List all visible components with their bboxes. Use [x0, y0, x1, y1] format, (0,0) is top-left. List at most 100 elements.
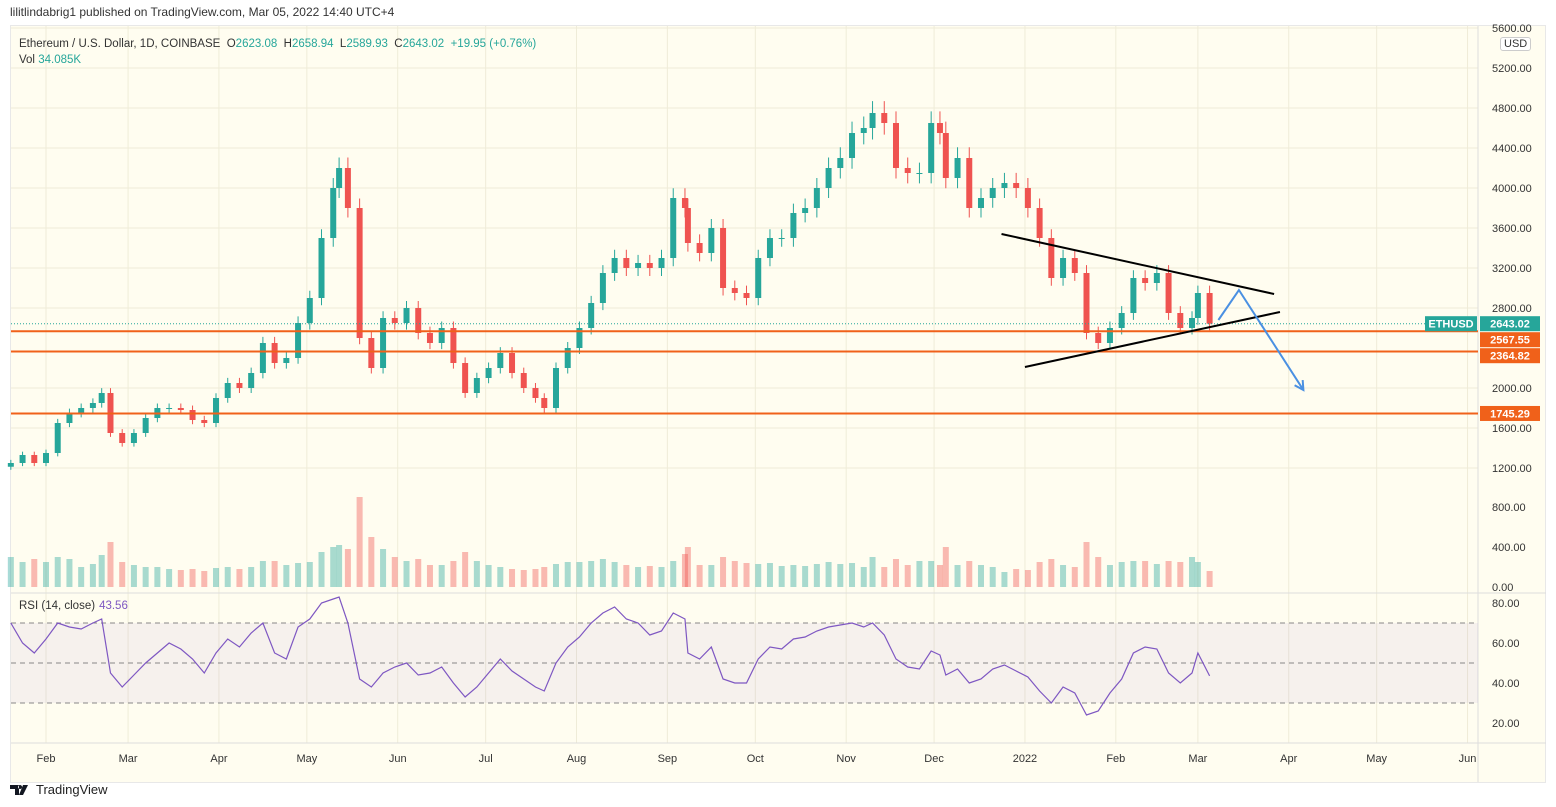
candle-body: [1083, 273, 1090, 333]
change-value: +19.95 (+0.76%): [450, 38, 537, 50]
level-price-label: 2567.55: [1490, 335, 1530, 347]
high-value: 2658.94: [291, 38, 334, 50]
candle-body: [1001, 183, 1008, 188]
x-tick-label: Sep: [658, 753, 678, 765]
candle-body: [403, 308, 410, 323]
volume-bar: [635, 567, 642, 587]
candle-body: [928, 123, 935, 173]
price-tick-label: 4400.00: [1492, 143, 1532, 155]
candle-body: [283, 358, 290, 363]
price-tick-label: 1600.00: [1492, 423, 1532, 435]
level-price-tag: [1480, 348, 1540, 364]
volume-bar: [224, 567, 231, 587]
candle-body: [942, 133, 949, 178]
candle-body: [462, 363, 469, 393]
volume-tick-label: 800.00: [1492, 502, 1526, 514]
candle-body: [89, 403, 96, 408]
candle-body: [98, 393, 105, 403]
volume-bar: [271, 561, 278, 587]
candle-body: [330, 188, 337, 238]
volume-bar: [344, 549, 351, 587]
volume-bar: [119, 562, 126, 587]
volume-bar: [485, 565, 492, 587]
x-tick-label: Jul: [479, 753, 493, 765]
candle-body: [318, 238, 325, 298]
candle-body: [166, 408, 173, 409]
volume-bar: [473, 561, 480, 587]
candle-body: [391, 318, 398, 323]
candle-body: [201, 420, 208, 423]
candle-body: [473, 378, 480, 393]
x-tick-label: Feb: [1106, 753, 1125, 765]
volume-bar: [19, 562, 26, 587]
volume-bar: [497, 567, 504, 587]
candle-body: [588, 303, 595, 328]
volume-bar: [766, 563, 773, 587]
trendline: [1024, 311, 1281, 368]
candle-body: [189, 410, 196, 420]
volume-bar: [1013, 569, 1020, 587]
volume-bar: [552, 564, 559, 587]
low-value: 2589.93: [346, 38, 388, 50]
currency-button[interactable]: USD: [1500, 37, 1532, 51]
volume-tick-label: 400.00: [1492, 542, 1526, 554]
level-price-label: 1745.29: [1490, 408, 1530, 420]
candle-body: [576, 328, 583, 348]
candle-body: [212, 398, 219, 423]
volume-bar: [78, 567, 85, 587]
candle-body: [43, 453, 49, 463]
x-tick-label: Feb: [37, 753, 56, 765]
candle-body: [1013, 183, 1020, 188]
candle-body: [1106, 328, 1113, 343]
volume-bar: [248, 567, 255, 587]
volume-bar: [1206, 571, 1213, 587]
candle-body: [766, 238, 773, 258]
candle-body: [31, 455, 38, 463]
volume-bar: [658, 567, 665, 587]
volume-bar: [755, 564, 762, 587]
volume-bar: [1142, 561, 1149, 587]
volume-bar: [462, 552, 469, 587]
volume-bar: [1036, 562, 1043, 587]
candle-body: [1071, 258, 1078, 273]
candle-body: [860, 128, 867, 133]
volume-bar: [356, 497, 363, 587]
tradingview-logo[interactable]: TradingView: [10, 782, 108, 797]
candle-body: [541, 398, 548, 408]
candle-body: [552, 368, 559, 408]
candle-body: [509, 353, 516, 373]
volume-bar: [1153, 564, 1160, 587]
candle-body: [813, 188, 820, 208]
volume-bar: [623, 565, 630, 587]
chart-frame[interactable]: [10, 25, 1546, 783]
volume-bar: [1095, 557, 1102, 587]
volume-bar: [599, 559, 606, 587]
volume-bar: [942, 547, 949, 587]
volume-bar: [646, 566, 653, 587]
volume-bar: [403, 561, 410, 587]
volume-bar: [107, 542, 114, 587]
candle-body: [904, 168, 911, 173]
candle-body: [936, 123, 943, 133]
x-tick-label: May: [1366, 753, 1387, 765]
volume-bar: [201, 571, 208, 587]
x-tick-label: Apr: [210, 753, 227, 765]
volume-bar: [708, 565, 715, 587]
volume-value: 34.085K: [38, 54, 82, 66]
price-tick-label: 3200.00: [1492, 263, 1532, 275]
candle-body: [966, 158, 973, 208]
volume-bar: [1194, 562, 1201, 587]
volume-bar: [564, 562, 571, 587]
candle-body: [177, 408, 184, 410]
candle-body: [1165, 273, 1172, 313]
level-price-tag: [1480, 332, 1540, 348]
candle-body: [670, 198, 677, 258]
candle-body: [1177, 313, 1184, 328]
volume-bar: [212, 568, 219, 587]
price-tick-label: 4000.00: [1492, 183, 1532, 195]
volume-bar: [860, 567, 867, 587]
volume-bar: [295, 563, 302, 587]
candle-body: [1153, 273, 1160, 283]
candle-body: [1095, 333, 1102, 343]
